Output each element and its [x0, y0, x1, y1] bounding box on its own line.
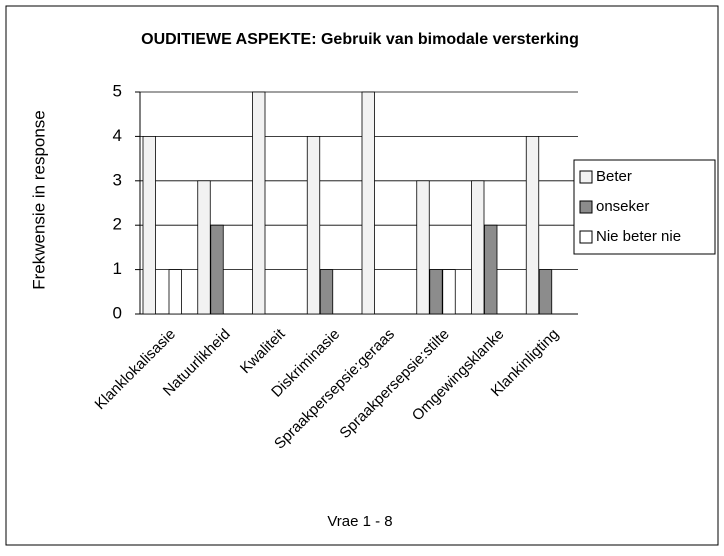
y-tick-label: 5 [113, 81, 122, 100]
legend-label: onseker [596, 198, 649, 215]
chart-title: OUDITIEWE ASPEKTE: Gebruik van bimodale … [141, 31, 579, 48]
legend-label: Beter [596, 168, 632, 185]
y-tick-label: 4 [113, 126, 122, 145]
y-tick-label: 3 [113, 170, 122, 189]
legend-swatch [579, 170, 593, 184]
y-tick-label: 2 [113, 215, 122, 234]
x-axis-label: Vrae 1 - 8 [327, 513, 392, 530]
bar [429, 269, 443, 315]
bar [252, 91, 266, 315]
legend-box [573, 159, 716, 255]
bar [306, 135, 321, 315]
bar [471, 180, 485, 315]
bar [484, 224, 498, 315]
bar [416, 180, 430, 315]
bar [210, 224, 224, 315]
legend-swatch [579, 200, 593, 214]
bar [538, 269, 553, 315]
y-tick-label: 0 [113, 303, 122, 322]
bar [319, 269, 334, 315]
bar [197, 180, 211, 315]
legend-swatch [579, 230, 593, 244]
bar [361, 91, 375, 315]
bar [142, 135, 156, 315]
bar [525, 135, 540, 315]
legend-label: Nie beter nie [596, 228, 681, 245]
y-tick-label: 1 [113, 259, 122, 278]
y-axis-label: Frekwensie in response [29, 110, 48, 290]
bar [168, 269, 182, 315]
bar [442, 269, 456, 315]
